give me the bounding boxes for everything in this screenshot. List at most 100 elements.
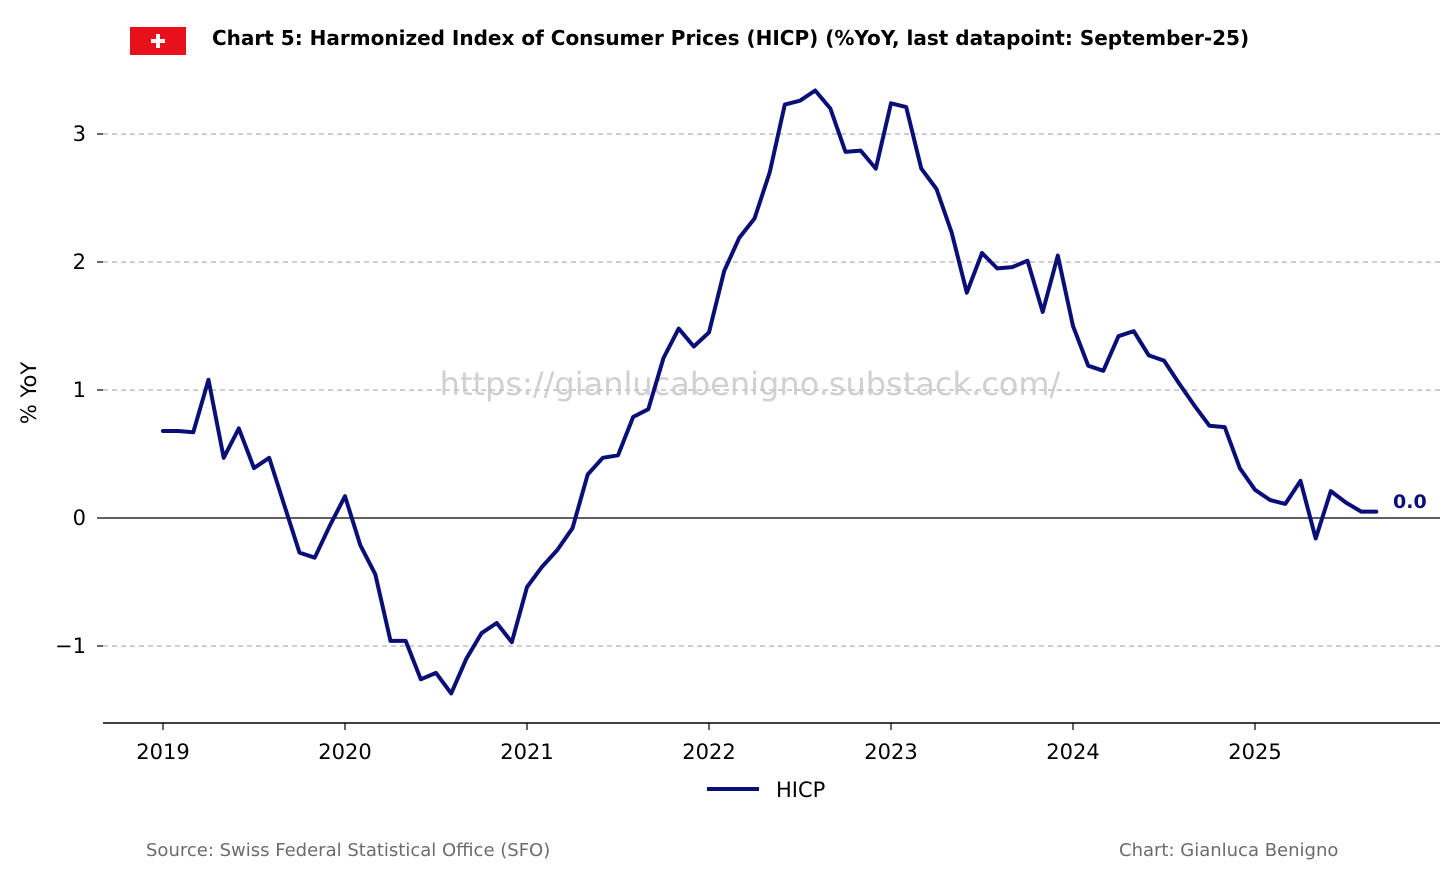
data-point xyxy=(237,427,240,430)
data-point xyxy=(313,556,316,559)
data-point xyxy=(844,150,847,154)
data-point xyxy=(374,573,377,576)
data-point xyxy=(177,429,180,433)
data-point xyxy=(1087,364,1090,367)
data-point xyxy=(1026,259,1029,262)
data-point xyxy=(920,167,923,170)
x-tick-label: 2021 xyxy=(500,740,553,764)
chart-credit: Chart: Gianluca Benigno xyxy=(1119,840,1339,861)
data-point xyxy=(738,236,741,239)
data-point xyxy=(829,107,832,110)
data-point xyxy=(434,671,438,675)
data-point xyxy=(465,657,468,660)
data-point xyxy=(798,99,802,102)
watermark: https://gianlucabenigno.substack.com/ xyxy=(440,365,1061,403)
y-tick-label: 2 xyxy=(73,250,86,274)
data-point xyxy=(1147,354,1151,357)
data-point xyxy=(298,551,301,554)
data-point xyxy=(1056,254,1060,257)
data-point xyxy=(571,527,574,530)
y-axis-label: % YoY xyxy=(17,362,41,425)
data-point xyxy=(541,565,544,568)
y-tick-label: 1 xyxy=(73,378,86,402)
data-point xyxy=(480,632,483,635)
data-point xyxy=(556,548,559,552)
data-point xyxy=(723,269,726,273)
data-point xyxy=(1253,488,1257,491)
data-point xyxy=(662,356,665,360)
data-point xyxy=(1314,537,1317,540)
data-point xyxy=(404,639,407,643)
chart-title: Chart 5: Harmonized Index of Consumer Pr… xyxy=(212,26,1250,50)
data-point xyxy=(328,524,331,527)
legend: HICP xyxy=(707,778,825,802)
data-point xyxy=(1193,404,1196,407)
data-point xyxy=(616,454,620,457)
data-point xyxy=(1329,489,1333,493)
x-tick-label: 2024 xyxy=(1046,740,1099,764)
data-point xyxy=(1344,501,1348,504)
x-tick-label: 2025 xyxy=(1228,740,1281,764)
data-point xyxy=(222,456,225,459)
data-point xyxy=(1132,329,1135,333)
data-point xyxy=(859,149,862,152)
data-point xyxy=(647,408,650,411)
y-axis-ticks: −1 0 1 2 3 xyxy=(55,122,103,658)
y-tick-label: 0 xyxy=(73,506,86,530)
x-tick-label: 2020 xyxy=(318,740,371,764)
swiss-flag-icon xyxy=(130,27,186,55)
data-point xyxy=(965,291,968,294)
data-point xyxy=(389,639,392,643)
data-point xyxy=(1208,424,1211,427)
data-point xyxy=(1011,265,1014,269)
data-point xyxy=(343,495,347,498)
y-tick-label: 3 xyxy=(73,122,86,146)
data-point xyxy=(419,678,422,681)
data-point xyxy=(814,89,817,92)
series-layer xyxy=(161,88,1379,696)
y-tick-label: −1 xyxy=(55,634,86,658)
data-point xyxy=(1284,502,1287,506)
source-note: Source: Swiss Federal Statistical Office… xyxy=(146,840,551,861)
data-point xyxy=(1269,498,1272,502)
data-point xyxy=(1238,466,1242,470)
legend-label-hicp: HICP xyxy=(776,778,825,802)
data-point xyxy=(905,105,908,109)
data-point xyxy=(1041,310,1044,314)
data-point xyxy=(510,641,513,644)
gridlines xyxy=(103,133,1440,647)
data-point xyxy=(359,543,362,547)
data-point xyxy=(692,345,695,348)
data-point xyxy=(1117,335,1120,338)
x-tick-label: 2022 xyxy=(682,740,735,764)
data-point xyxy=(268,456,271,459)
data-point xyxy=(450,692,453,695)
data-point xyxy=(889,102,893,105)
data-point xyxy=(783,103,786,106)
data-point xyxy=(525,585,529,589)
data-point xyxy=(1360,510,1363,513)
data-point xyxy=(935,187,938,191)
data-point xyxy=(1299,479,1302,483)
data-point xyxy=(707,331,711,334)
chart-header: Chart 5: Harmonized Index of Consumer Pr… xyxy=(0,0,1456,80)
data-point xyxy=(207,378,210,381)
data-point xyxy=(996,267,999,270)
data-point xyxy=(632,415,635,419)
data-point xyxy=(1178,382,1181,385)
last-value-label: 0.0 xyxy=(1393,491,1427,513)
data-point xyxy=(980,251,984,255)
data-point xyxy=(1223,425,1226,429)
data-point xyxy=(950,231,953,234)
data-point xyxy=(586,473,589,476)
data-point xyxy=(495,621,498,625)
data-point xyxy=(1162,359,1166,362)
data-point xyxy=(601,456,604,459)
x-tick-label: 2023 xyxy=(864,740,917,764)
data-point xyxy=(1071,324,1075,328)
data-point xyxy=(1102,369,1105,372)
data-point xyxy=(768,171,771,174)
data-point xyxy=(677,327,680,330)
x-axis-ticks: 2019 2020 2021 2022 2023 2024 2025 xyxy=(136,723,1282,764)
